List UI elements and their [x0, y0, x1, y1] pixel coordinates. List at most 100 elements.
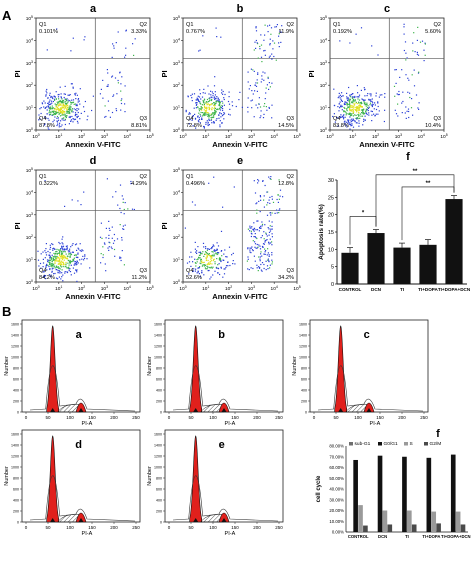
- scatter-dot: [403, 26, 405, 28]
- scatter-dot: [49, 252, 51, 254]
- scatter-dot: [263, 195, 265, 197]
- y-tick-label: 60.00%: [329, 465, 344, 470]
- scatter-dot: [65, 263, 67, 265]
- cycle-panel: e0 50 100 150 200 250020040060080010001200140…: [147, 429, 284, 537]
- scatter-dot: [261, 270, 263, 272]
- scatter-dot: [77, 101, 79, 103]
- scatter-dot: [83, 257, 86, 259]
- scatter-dot: [350, 113, 352, 115]
- scatter-dot: [46, 88, 48, 91]
- scatter-dot: [51, 254, 53, 256]
- scatter-dot: [250, 230, 252, 232]
- scatter-dot: [249, 227, 251, 229]
- scatter-dot: [47, 250, 49, 253]
- scatter-dot: [69, 248, 71, 250]
- x-tick-label: 105: [293, 285, 300, 292]
- x-tick-label: 50: [188, 415, 194, 420]
- scatter-dot: [201, 107, 203, 109]
- scatter-dot: [222, 93, 224, 95]
- scatter-dot: [210, 266, 212, 268]
- scatter-dot: [267, 268, 269, 270]
- scatter-dot: [372, 102, 374, 104]
- peak-marker: [50, 518, 56, 522]
- scatter-dot: [212, 260, 214, 262]
- scatter-dot: [45, 254, 48, 256]
- scatter-dot: [260, 199, 262, 201]
- scatter-dot: [219, 126, 221, 128]
- scatter-dot: [219, 106, 221, 108]
- scatter-dot: [44, 275, 46, 277]
- scatter-dot: [263, 50, 265, 52]
- y-tick-label: 1200: [11, 455, 19, 459]
- x-axis-label: Annexin V-FITC: [65, 140, 121, 149]
- y-tick-label: 100: [26, 127, 33, 134]
- scatter-dot: [349, 105, 351, 107]
- scatter-dot: [70, 260, 72, 263]
- scatter-dot: [60, 111, 63, 113]
- scatter-dot: [62, 262, 65, 264]
- scatter-dot: [218, 114, 220, 116]
- scatter-dot: [353, 101, 355, 103]
- scatter-dot: [74, 244, 77, 246]
- scatter-dot: [377, 113, 379, 115]
- scatter-dot: [82, 255, 84, 257]
- scatter-dot: [365, 109, 367, 112]
- scatter-dot: [378, 96, 380, 98]
- scatter-dot: [411, 98, 413, 100]
- scatter-dot: [68, 123, 70, 125]
- scatter-dot: [66, 110, 68, 112]
- quadrant-q1-label: Q1: [186, 22, 193, 28]
- scatter-dot: [202, 242, 205, 244]
- scatter-dot: [264, 98, 266, 100]
- scatter-dot: [351, 106, 353, 108]
- scatter-dot: [51, 261, 53, 263]
- scatter-dot: [332, 115, 334, 118]
- y-tick-label: 105: [320, 15, 327, 22]
- scatter-dot: [50, 103, 52, 105]
- y-axis-label: Number: [4, 466, 10, 486]
- scatter-dot: [113, 240, 116, 242]
- scatter-dot: [59, 259, 61, 261]
- scatter-dot: [66, 267, 68, 269]
- scatter-dot: [350, 109, 352, 111]
- scatter-dot: [351, 105, 353, 107]
- scatter-dot: [276, 198, 278, 201]
- scatter-dot: [212, 116, 214, 119]
- scatter-dot: [363, 87, 365, 89]
- scatter-dot: [56, 101, 58, 103]
- scatter-dot: [339, 106, 342, 108]
- scatter-dot: [350, 107, 352, 109]
- scatter-dot: [62, 99, 65, 102]
- scatter-dot: [91, 109, 93, 112]
- scatter-dot: [77, 111, 79, 114]
- scatter-dot: [53, 266, 55, 268]
- scatter-dot: [204, 102, 206, 104]
- scatter-dot: [197, 98, 199, 100]
- scatter-dot: [206, 265, 208, 267]
- scatter-dot: [278, 209, 280, 211]
- scatter-dot: [253, 49, 255, 51]
- scatter-dot: [216, 258, 218, 260]
- scatter-dot: [222, 114, 224, 116]
- scatter-dot: [121, 98, 123, 100]
- quadrant-q1-label: Q1: [186, 174, 193, 180]
- scatter-dot: [207, 266, 209, 268]
- scatter-dot: [265, 87, 267, 89]
- scatter-dot: [250, 235, 252, 238]
- scatter-dot: [209, 97, 211, 99]
- scatter-dot: [334, 104, 336, 107]
- scatter-dot: [196, 272, 198, 274]
- scatter-dot: [269, 230, 272, 232]
- scatter-dot: [365, 103, 367, 105]
- scatter-dot: [207, 124, 209, 127]
- scatter-dot: [354, 120, 356, 122]
- scatter-dot: [250, 247, 252, 249]
- scatter-dot: [58, 98, 60, 100]
- scatter-dot: [424, 43, 426, 45]
- scatter-dot: [60, 104, 62, 106]
- scatter-dot: [50, 263, 52, 265]
- scatter-dot: [278, 33, 280, 35]
- scatter-dot: [56, 117, 58, 119]
- scatter-dot: [49, 268, 51, 271]
- x-tick-label: 200: [110, 415, 118, 420]
